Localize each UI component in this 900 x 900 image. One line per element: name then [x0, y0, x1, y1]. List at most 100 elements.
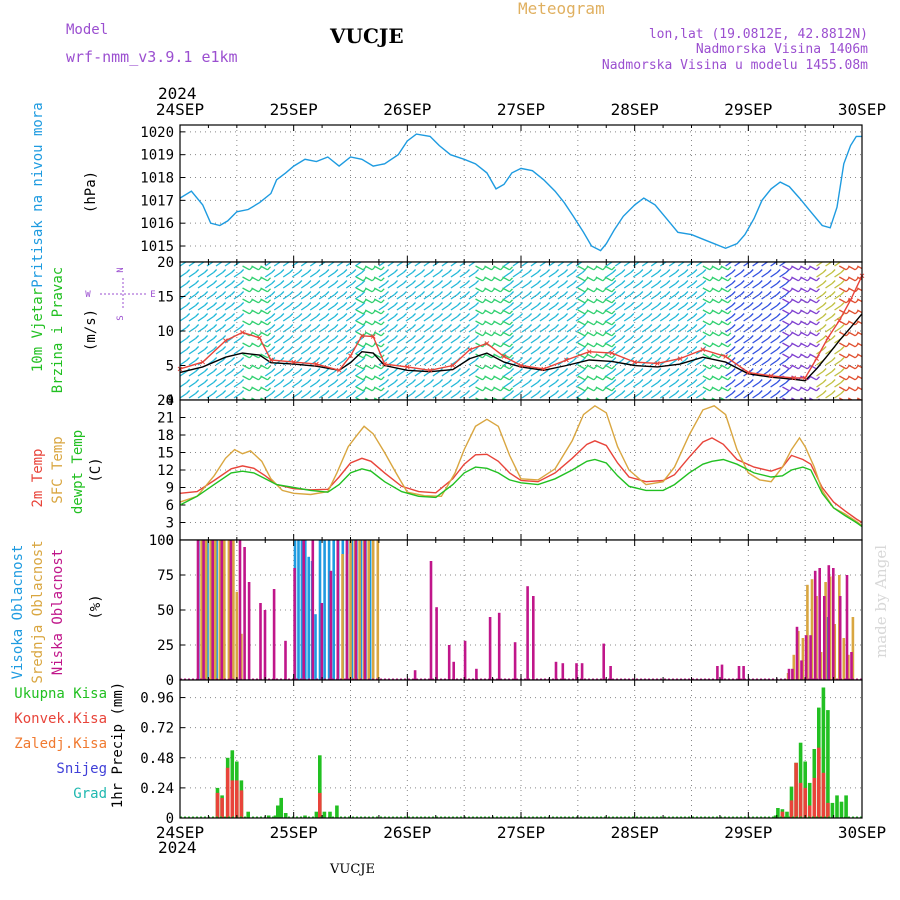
wind-barb-flag: [491, 387, 496, 392]
wind-barb: [493, 364, 501, 370]
wind-barb-flag: [657, 313, 662, 317]
wind-barb: [459, 381, 467, 388]
wind-barb: [604, 331, 613, 337]
wind-barb-flag: [258, 288, 262, 293]
cloud-bar: [218, 540, 222, 680]
wind-barb-flag: [727, 299, 732, 304]
wind-barb-flag: [797, 288, 802, 293]
wind-barb: [503, 392, 511, 399]
wind-barb-flag: [362, 343, 367, 348]
wind-barb: [847, 276, 856, 282]
wind-barb: [557, 282, 565, 289]
wind-barb: [548, 282, 556, 289]
wind-barb-flag: [731, 324, 736, 328]
wind-gust-markers: [177, 273, 865, 381]
precip-bar: [776, 808, 780, 818]
wind-barb-flag: [776, 335, 781, 339]
wind-barb-flag: [740, 291, 745, 295]
wind-barb-flag: [231, 280, 236, 284]
wind-barb-flag: [307, 324, 312, 328]
wind-barb: [503, 271, 511, 278]
wind-barb-flag: [394, 302, 398, 306]
wind-barb-flag: [430, 335, 434, 339]
wind-barb-flag: [564, 346, 569, 350]
wind-barb-flag: [584, 277, 589, 282]
wind-barb-flag: [611, 354, 616, 359]
wind-barb-flag: [439, 280, 443, 284]
wind-barb: [779, 315, 787, 322]
wind-barb: [251, 309, 259, 315]
wind-barb: [180, 381, 187, 388]
wind-barb-flag: [475, 379, 479, 383]
wind-barb: [475, 276, 483, 282]
pressure-ytick-label: 1017: [140, 193, 174, 209]
wind-barb: [475, 386, 483, 392]
wind-barb-flag: [343, 280, 348, 284]
wind-barb: [468, 337, 476, 344]
wind-barb-flag: [258, 376, 262, 381]
wind-barb: [816, 392, 824, 399]
wind-barb: [468, 282, 476, 289]
wind-barb: [720, 320, 729, 326]
wind-barb: [825, 359, 833, 366]
wind-barb: [575, 293, 583, 300]
wind-barb: [711, 298, 720, 304]
wind-barb: [577, 265, 586, 271]
wind-barb-flag: [864, 289, 867, 292]
wind-barb-flag: [289, 280, 294, 284]
wind-barb-flag: [797, 354, 802, 359]
wind-barb: [734, 337, 742, 344]
wind-barb-flag: [776, 357, 781, 361]
wind-barb: [475, 320, 483, 326]
wind-barb-flag: [815, 288, 820, 293]
wind-barb-flag: [767, 291, 772, 295]
wind-barb-flag: [280, 368, 285, 372]
pressure-grid: [180, 125, 862, 262]
wind-barb: [586, 364, 595, 370]
wind-barb: [695, 326, 704, 333]
wind-barb: [450, 304, 458, 311]
wind-barb-flag: [222, 324, 227, 328]
wind-barb: [686, 392, 695, 399]
wind-barb: [779, 381, 787, 388]
wind-barb: [502, 364, 510, 370]
wind-barb-flag: [186, 291, 191, 295]
wind-barb: [387, 315, 395, 322]
cloud-bar: [238, 540, 242, 680]
wind-barb-flag: [749, 313, 754, 317]
wind-barb: [623, 304, 632, 311]
wind-barb-flag: [362, 387, 367, 392]
wind-barb: [847, 386, 856, 392]
cloud-bar: [475, 668, 478, 680]
wind-barb: [521, 282, 529, 289]
wind-barb: [575, 348, 583, 355]
wind-barb-flag: [584, 354, 589, 359]
wind-barb-flag: [271, 269, 276, 273]
wind-barb: [188, 293, 196, 300]
wind-barb-flag: [666, 335, 671, 339]
wind-barb: [354, 392, 363, 399]
wind-barb: [539, 359, 547, 366]
wind-barb: [686, 282, 695, 289]
wind-barb: [441, 348, 449, 355]
wind-barb-flag: [806, 277, 811, 282]
wind-barb-flag: [510, 302, 515, 306]
wind-barb: [215, 304, 223, 311]
wind-barb-flag: [385, 368, 389, 372]
wind-barb-flag: [630, 302, 635, 306]
cloud-bar: [354, 540, 358, 680]
wind-barb-flag: [509, 321, 514, 326]
wind-barb: [770, 271, 778, 278]
wind-barb-flag: [213, 280, 218, 284]
wind-barb-flag: [684, 379, 689, 383]
wind-barb-flag: [343, 269, 348, 273]
wind-barb: [378, 370, 386, 377]
wind-barb: [291, 304, 300, 311]
wind-barb: [364, 320, 373, 326]
wind-barb-flag: [822, 291, 827, 295]
wind-barb-flag: [684, 291, 689, 295]
wind-axis-title-2: Brzina i Pravac: [50, 267, 66, 393]
wind-barb: [782, 353, 790, 359]
cloud-bar: [227, 540, 231, 680]
pressure-ytick-label: 1019: [140, 148, 174, 164]
